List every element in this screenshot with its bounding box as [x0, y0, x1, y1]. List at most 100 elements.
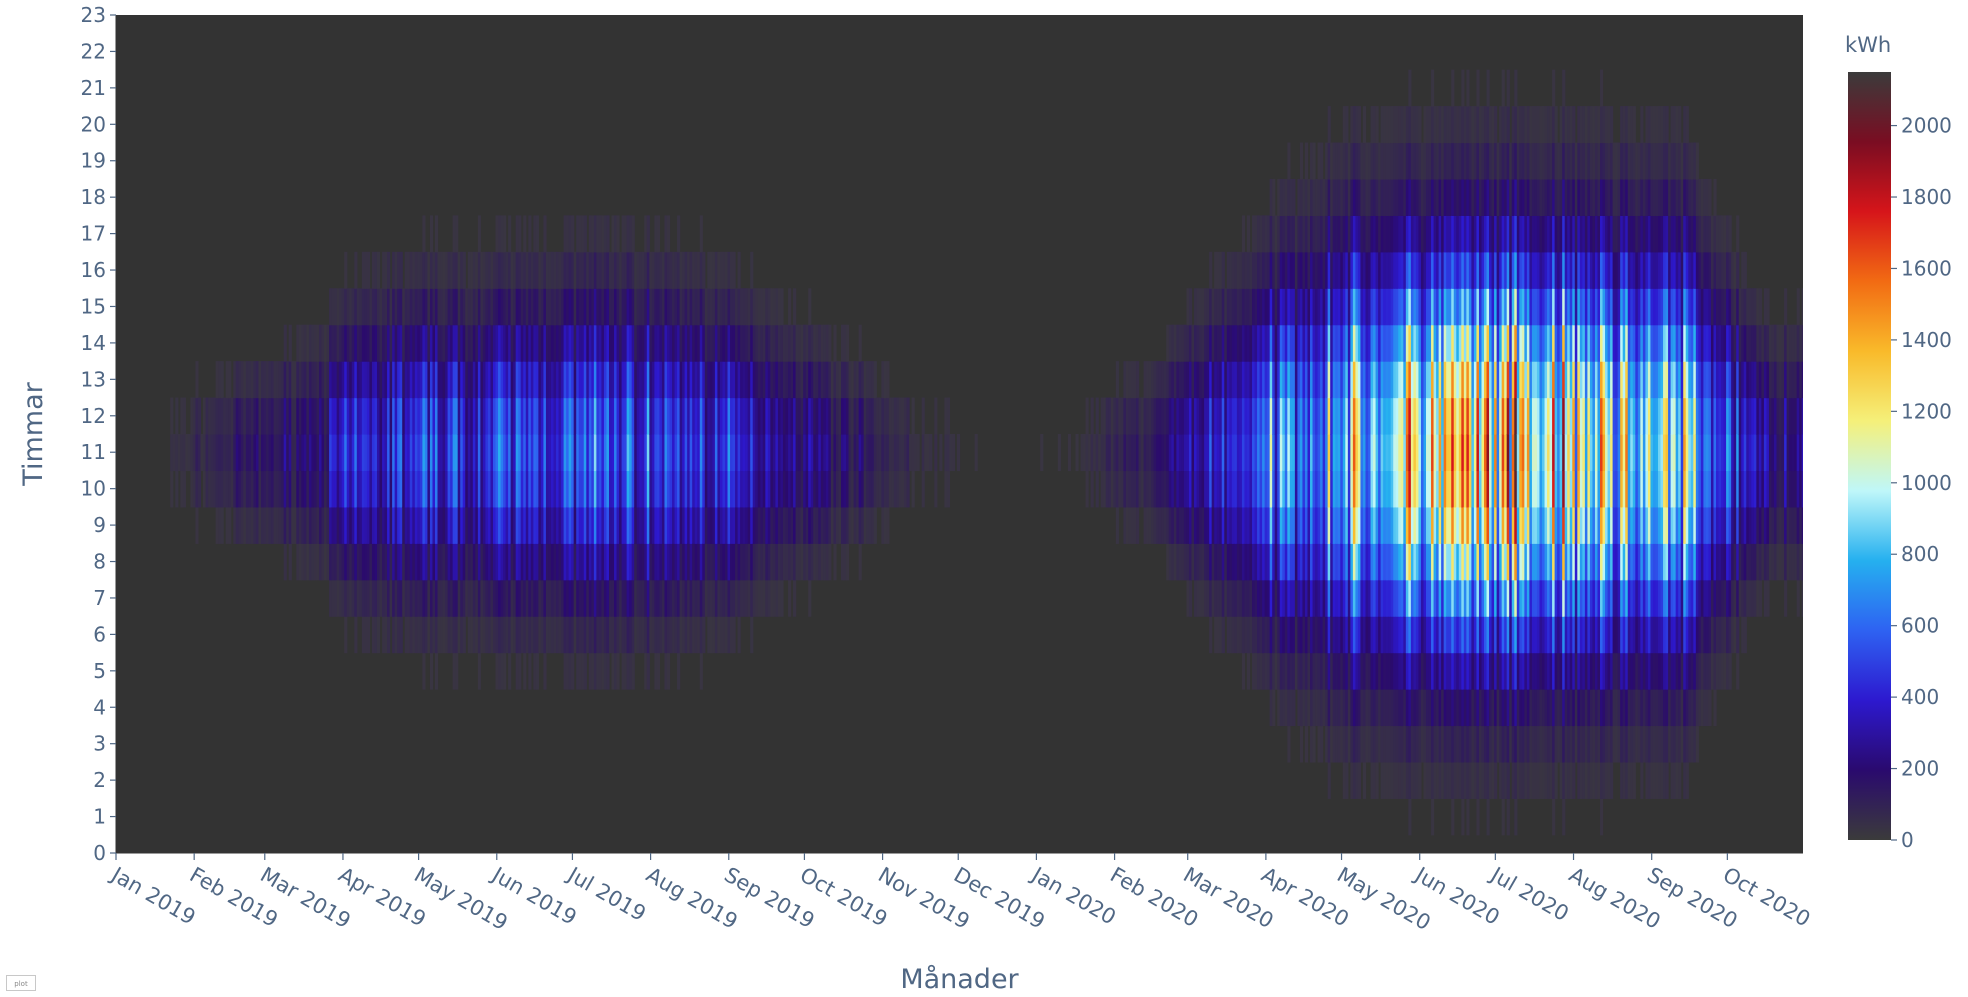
- heatmap-cell: [1509, 579, 1513, 617]
- heatmap-cell: [1325, 470, 1329, 508]
- heatmap-cell: [220, 470, 224, 508]
- heatmap-cell: [1373, 689, 1377, 727]
- heatmap-cell: [714, 251, 719, 289]
- heatmap-cell: [1423, 288, 1427, 326]
- heatmap-cell: [334, 434, 338, 472]
- heatmap-cell: [1436, 652, 1440, 690]
- heatmap-cell: [515, 215, 519, 253]
- heatmap-cell: [818, 543, 822, 581]
- heatmap-cell: [558, 506, 562, 544]
- heatmap-cell: [301, 324, 305, 362]
- heatmap-cell: [629, 288, 633, 326]
- heatmap-cell: [818, 506, 822, 544]
- heatmap-cell: [440, 251, 444, 289]
- heatmap-cell: [1267, 543, 1271, 581]
- heatmap-cell: [500, 251, 504, 289]
- heatmap-cell: [735, 361, 739, 399]
- heatmap-cell: [371, 470, 376, 508]
- heatmap-cell: [1211, 506, 1215, 544]
- heatmap-cell: [1204, 506, 1208, 544]
- heatmap-cell: [1418, 215, 1422, 253]
- heatmap-cell: [1133, 361, 1137, 399]
- heatmap-cell: [1254, 616, 1258, 654]
- heatmap-cell: [1320, 616, 1324, 654]
- heatmap-cell: [462, 397, 466, 435]
- heatmap-cell: [379, 361, 383, 399]
- heatmap-cell: [1249, 616, 1253, 654]
- heatmap-cell: [1395, 361, 1399, 399]
- heatmap-cell: [364, 506, 368, 544]
- heatmap-cell: [719, 470, 724, 508]
- heatmap-cell: [1521, 506, 1525, 544]
- heatmap-cell: [1473, 506, 1478, 544]
- heatmap-cell: [1057, 434, 1061, 472]
- heatmap-cell: [513, 616, 517, 654]
- heatmap-cell: [1471, 106, 1475, 144]
- heatmap-cell: [611, 397, 615, 435]
- heatmap-cell: [659, 251, 663, 289]
- heatmap-cell: [515, 288, 519, 326]
- heatmap-cell: [649, 470, 653, 508]
- heatmap-cell: [1196, 324, 1200, 362]
- heatmap-cell: [442, 324, 446, 362]
- heatmap-cell: [424, 506, 429, 544]
- heatmap-cell: [697, 251, 701, 289]
- heatmap-cell: [666, 361, 671, 399]
- heatmap-cell: [1330, 689, 1334, 727]
- heatmap-cell: [1191, 324, 1195, 362]
- heatmap-cell: [1206, 470, 1210, 508]
- heatmap-cell: [1244, 543, 1248, 581]
- heatmap-cell: [573, 324, 577, 362]
- heatmap-cell: [1514, 397, 1518, 435]
- heatmap-cell: [1403, 652, 1407, 690]
- heatmap-cell: [1413, 178, 1417, 216]
- heatmap-cell: [1423, 215, 1427, 253]
- heatmap-cell: [654, 543, 658, 581]
- heatmap-cell: [1362, 106, 1367, 144]
- heatmap-cell: [1438, 142, 1442, 180]
- heatmap-cell: [1514, 689, 1518, 727]
- heatmap-cell: [740, 543, 744, 581]
- heatmap-cell: [583, 361, 587, 399]
- heatmap-cell: [603, 215, 608, 253]
- heatmap-cell: [1486, 579, 1490, 617]
- heatmap-cell: [550, 543, 555, 581]
- heatmap-cell: [518, 251, 522, 289]
- heatmap-cell: [331, 397, 335, 435]
- heatmap-cell: [606, 215, 610, 253]
- heatmap-cell: [1400, 215, 1404, 253]
- heatmap-cell: [253, 361, 257, 399]
- heatmap-cell: [1186, 579, 1190, 617]
- heatmap-cell: [659, 506, 663, 544]
- heatmap-cell: [682, 579, 686, 617]
- heatmap-cell: [1236, 361, 1240, 399]
- heatmap-cell: [422, 470, 426, 508]
- heatmap-cell: [533, 251, 537, 289]
- heatmap-cell: [1287, 506, 1291, 544]
- heatmap-cell: [321, 434, 325, 472]
- heatmap-cell: [457, 397, 461, 435]
- heatmap-cell: [1499, 506, 1503, 544]
- heatmap-cell: [1420, 215, 1425, 253]
- heatmap-cell: [767, 361, 771, 399]
- heatmap-cell: [1395, 725, 1399, 763]
- heatmap-cell: [596, 324, 600, 362]
- heatmap-cell: [520, 543, 524, 581]
- heatmap-cell: [286, 506, 290, 544]
- heatmap-cell: [1123, 470, 1127, 508]
- heatmap-cell: [387, 361, 391, 399]
- heatmap-cell: [432, 616, 436, 654]
- heatmap-cell: [1264, 215, 1268, 253]
- heatmap-cell: [1337, 470, 1341, 508]
- heatmap-cell: [1246, 470, 1251, 508]
- heatmap-cell: [878, 397, 882, 435]
- heatmap-cell: [1322, 543, 1326, 581]
- heatmap-cell: [793, 506, 797, 544]
- heatmap-cell: [755, 506, 759, 544]
- heatmap-cell: [1516, 142, 1520, 180]
- heatmap-cell: [1236, 506, 1240, 544]
- heatmap-cell: [374, 579, 378, 617]
- heatmap-cell: [750, 251, 754, 289]
- heatmap-cell: [1410, 106, 1414, 144]
- heatmap-cell: [1085, 397, 1089, 435]
